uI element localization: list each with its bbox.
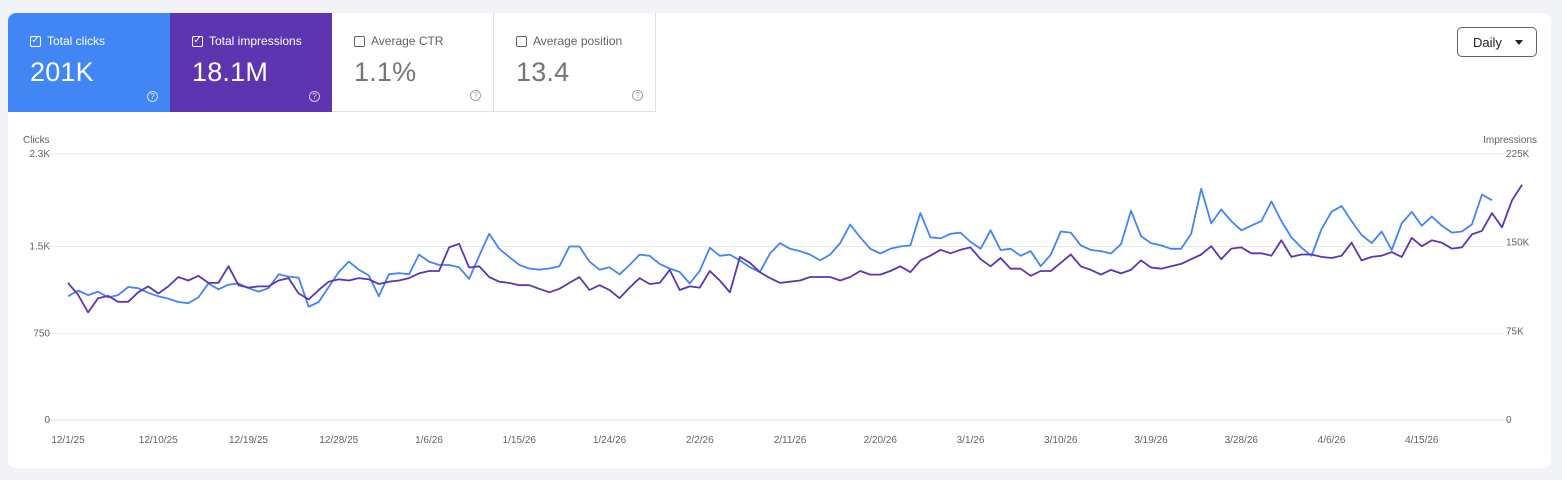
total-clicks-value: 201K <box>30 57 94 87</box>
average-position-label: Average position <box>533 34 623 48</box>
right-axis-label: Impressions <box>1483 135 1537 146</box>
right-tick-label: 75K <box>1506 326 1524 337</box>
average-ctr-tile[interactable]: ✓ Average CTR 1.1% ? <box>332 13 494 112</box>
help-icon[interactable]: ? <box>309 91 320 102</box>
help-icon[interactable]: ? <box>632 90 643 101</box>
x-tick-label: 4/15/26 <box>1405 435 1439 446</box>
help-icon[interactable]: ? <box>470 90 481 101</box>
x-tick-label: 3/1/26 <box>957 435 985 446</box>
x-tick-label: 2/11/26 <box>774 435 807 446</box>
granularity-dropdown[interactable]: Daily <box>1457 27 1537 57</box>
left-axis-label: Clicks <box>23 135 50 146</box>
total-clicks-checkbox[interactable]: ✓ <box>30 35 41 47</box>
x-tick-label: 1/24/26 <box>593 435 627 446</box>
impressions-series-line <box>67 184 1523 314</box>
total-impressions-checkbox[interactable]: ✓ <box>192 35 203 47</box>
average-ctr-value: 1.1% <box>354 57 417 87</box>
help-icon[interactable]: ? <box>147 91 158 102</box>
clicks-series-line <box>67 187 1493 308</box>
left-tick-label: 2.3K <box>29 149 50 160</box>
x-tick-label: 12/1/25 <box>51 435 85 446</box>
right-tick-label: 150K <box>1506 238 1530 249</box>
x-tick-label: 2/20/26 <box>864 435 898 446</box>
x-tick-label: 3/28/26 <box>1225 435 1259 446</box>
left-axis-ticks: 0 750 1.5K 2.3K <box>29 149 50 426</box>
total-impressions-value: 18.1M <box>192 57 269 87</box>
average-position-value: 13.4 <box>516 57 570 87</box>
x-tick-label: 12/28/25 <box>319 435 358 446</box>
total-impressions-label: Total impressions <box>209 34 302 48</box>
x-tick-label: 2/2/26 <box>686 435 714 446</box>
left-tick-label: 750 <box>33 328 50 339</box>
x-tick-label: 4/6/26 <box>1318 435 1346 446</box>
x-tick-label: 1/15/26 <box>503 435 537 446</box>
right-tick-label: 0 <box>1506 415 1512 426</box>
x-axis-ticks: 12/1/25 12/10/25 12/19/25 12/28/25 1/6/26 1/1… <box>51 435 1439 446</box>
left-tick-label: 0 <box>44 415 50 426</box>
series-lines <box>67 184 1523 314</box>
left-tick-label: 1.5K <box>29 242 50 253</box>
right-axis-ticks: 0 75K 150K 225K <box>1506 149 1530 426</box>
x-tick-label: 1/6/26 <box>415 435 443 446</box>
total-impressions-tile[interactable]: ✓ Total impressions 18.1M ? <box>170 13 332 112</box>
x-tick-label: 12/19/25 <box>229 435 268 446</box>
x-tick-label: 3/19/26 <box>1134 435 1168 446</box>
average-position-checkbox[interactable]: ✓ <box>516 35 527 47</box>
average-ctr-checkbox[interactable]: ✓ <box>354 35 365 47</box>
average-position-tile[interactable]: ✓ Average position 13.4 ? <box>494 13 656 112</box>
total-clicks-label: Total clicks <box>47 34 106 48</box>
x-tick-label: 12/10/25 <box>139 435 178 446</box>
performance-chart: Clicks Impressions 0 750 1.5K 2.3K 0 75K 150K… <box>23 135 1537 446</box>
average-ctr-label: Average CTR <box>371 34 444 48</box>
x-tick-label: 3/10/26 <box>1044 435 1078 446</box>
right-tick-label: 225K <box>1506 149 1530 160</box>
granularity-dropdown-label: Daily <box>1473 34 1502 50</box>
performance-card: ✓ Total clicks 201K ? ✓ Total impression… <box>8 13 1551 468</box>
caret-down-icon <box>1515 40 1523 45</box>
total-clicks-tile[interactable]: ✓ Total clicks 201K ? <box>8 13 170 112</box>
